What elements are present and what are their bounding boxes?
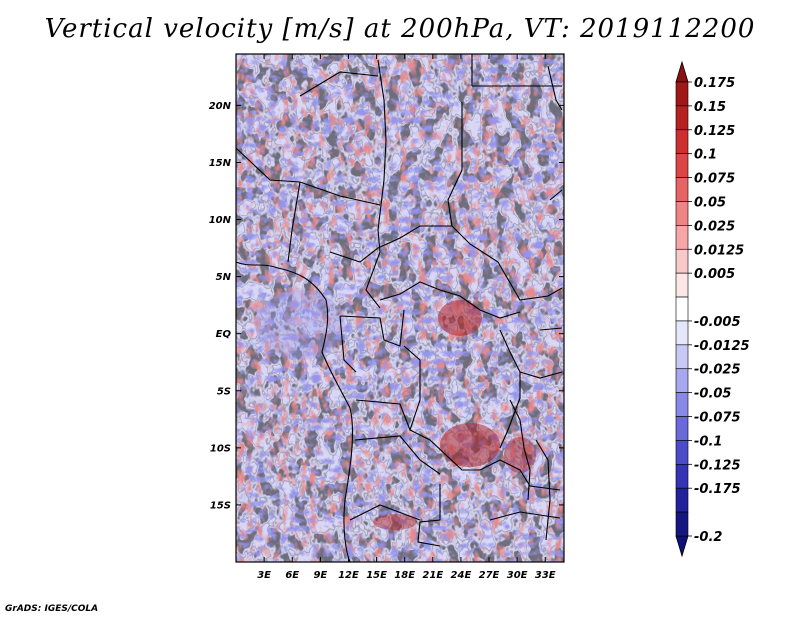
colorbar-bin <box>675 392 689 417</box>
footer-credit: GrADS: IGES/COLA <box>5 604 99 614</box>
colorbar-label: -0.075 <box>694 411 741 426</box>
colorbar-label: -0.005 <box>694 315 741 330</box>
colorbar-label: -0.025 <box>694 363 741 378</box>
lon-tick-label: 15E <box>366 570 387 581</box>
colorbar-bin <box>675 511 689 537</box>
colorbar-bin <box>675 129 689 154</box>
colorbar-label: -0.125 <box>694 458 741 473</box>
colorbar-top-arrow <box>675 60 689 83</box>
lon-tick-label: 27E <box>479 570 500 581</box>
lat-tick-label: 5S <box>217 386 231 397</box>
lon-tick-label: 21E <box>422 570 443 581</box>
lon-tick-label: 30E <box>507 570 528 581</box>
colorbar-label: 0.005 <box>694 267 735 282</box>
colorbar-bin <box>675 344 689 370</box>
lat-tick-label: 15S <box>210 500 231 511</box>
colorbar-label: 0.0125 <box>694 243 744 258</box>
colorbar-label: 0.05 <box>694 195 726 210</box>
colorbar-bin <box>675 201 689 226</box>
lat-tick-label: 15N <box>209 158 232 169</box>
colorbar-bottom-arrow <box>675 535 689 558</box>
colorbar-bin <box>675 105 689 131</box>
lat-tick-label: 5N <box>216 272 232 283</box>
lon-tick-label: 3E <box>257 570 271 581</box>
colorbar-label: -0.0125 <box>694 339 750 354</box>
colorbar-label: -0.175 <box>694 482 741 497</box>
lat-tick-label: EQ <box>216 329 232 340</box>
lat-tick-label: 20N <box>209 101 232 112</box>
colorbar-bin <box>675 225 689 250</box>
colorbar-label: 0.15 <box>694 100 726 115</box>
lat-tick-label: 10S <box>210 443 231 454</box>
map-frame <box>235 53 565 563</box>
lat-tick-label: 10N <box>209 215 232 226</box>
colorbar-bin <box>675 296 689 322</box>
colorbar-bin <box>675 487 689 513</box>
colorbar-bin <box>675 416 689 441</box>
colorbar-label: 0.175 <box>694 76 735 91</box>
colorbar-bin <box>675 272 689 298</box>
colorbar-label: -0.2 <box>694 530 722 545</box>
lon-tick-label: 12E <box>338 570 359 581</box>
colorbar-bin <box>675 81 689 107</box>
velocity-field <box>236 54 564 562</box>
colorbar-label: 0.1 <box>694 148 717 163</box>
colorbar-bin <box>675 248 689 274</box>
lon-tick-label: 33E <box>535 570 556 581</box>
colorbar-label: 0.025 <box>694 219 735 234</box>
country-borders <box>236 54 563 562</box>
colorbar-label: -0.05 <box>694 387 731 402</box>
lon-tick-label: 18E <box>394 570 415 581</box>
colorbar: 0.175 0.15 0.125 0.1 0.075 0.05 0.025 0.0125 0.0… <box>675 60 750 558</box>
colorbar-label: 0.075 <box>694 172 735 187</box>
colorbar-label: 0.125 <box>694 124 735 139</box>
colorbar-bin <box>675 440 689 465</box>
colorbar-bin <box>675 464 689 489</box>
plot-title: Vertical velocity [m/s] at 200hPa, VT: 2… <box>44 14 756 44</box>
colorbar-bin <box>675 177 689 202</box>
colorbar-bin <box>675 320 689 346</box>
lon-tick-label: 9E <box>313 570 327 581</box>
latitude-axis: 20N 15N 10N 5N EQ 5S 10S 15S <box>209 101 564 511</box>
colorbar-bin <box>675 153 689 178</box>
longitude-axis: 3E 6E 9E 12E 15E 18E 21E 24E 27E 30E 33E <box>257 54 556 581</box>
colorbar-bin <box>675 368 689 393</box>
lon-tick-label: 6E <box>285 570 299 581</box>
lon-tick-label: 24E <box>451 570 472 581</box>
colorbar-label: -0.1 <box>694 434 722 449</box>
